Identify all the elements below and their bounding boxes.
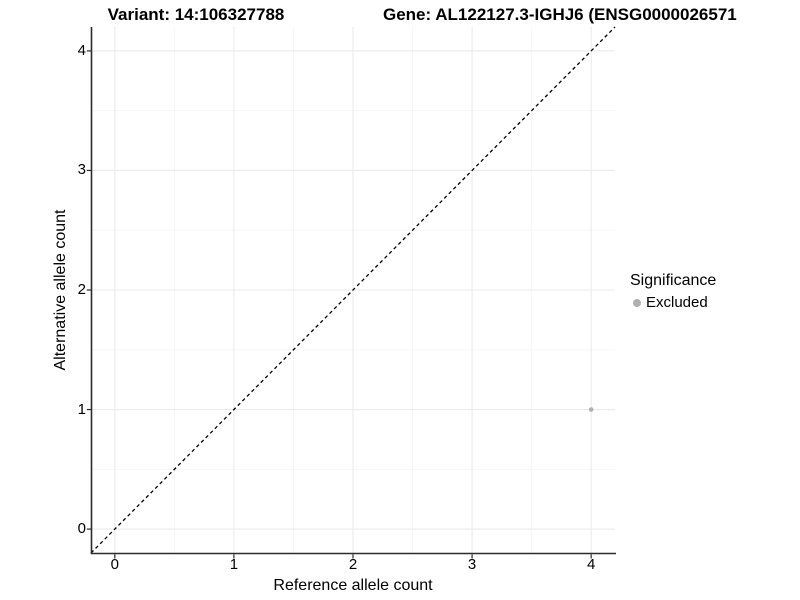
y-tick-label: 3	[77, 161, 86, 179]
legend-point-icon	[633, 298, 641, 307]
x-tick-label: 4	[587, 556, 596, 573]
x-tick-label: 2	[348, 556, 358, 573]
y-tick-label: 2	[77, 281, 86, 298]
y-tick-label: 4	[77, 41, 86, 59]
legend-title: Significance	[630, 272, 717, 289]
gene-title: Gene: AL122127.3-IGHJ6 (ENSG0000026571	[383, 5, 737, 24]
identity-line	[90, 26, 616, 554]
x-tick-label: 3	[467, 556, 477, 573]
legend: Significance Excluded	[630, 271, 716, 312]
data-point	[588, 407, 594, 412]
y-tick-label: 1	[77, 400, 86, 418]
legend-item-excluded: Excluded	[633, 293, 716, 312]
x-axis-title: Reference allele count	[273, 577, 433, 594]
y-tick-label: 0	[77, 520, 86, 538]
x-tick-label: 0	[110, 556, 119, 573]
legend-item-label: Excluded	[646, 294, 708, 311]
y-axis-title: Alternative allele count	[52, 209, 69, 371]
x-tick-label: 1	[229, 556, 239, 573]
variant-title: Variant: 14:106327788	[107, 5, 285, 24]
